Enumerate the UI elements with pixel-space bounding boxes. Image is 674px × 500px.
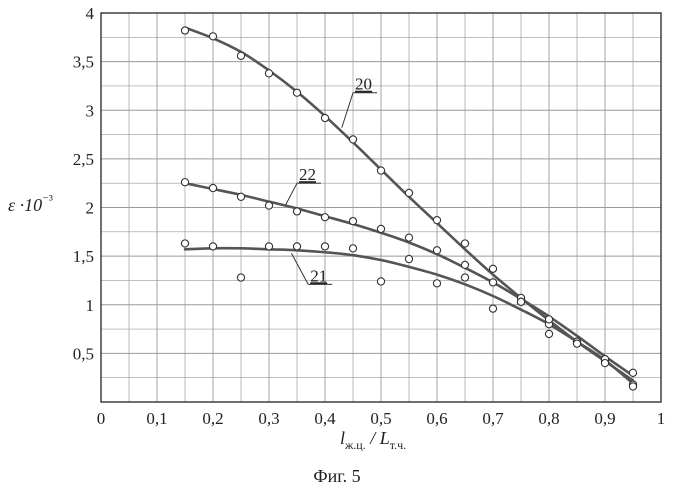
- data-point-21: [349, 245, 356, 252]
- x-tick-label: 0,9: [594, 409, 615, 428]
- data-point-21: [265, 243, 272, 250]
- x-axis-label-L-sub: т.ч.: [390, 438, 406, 452]
- x-tick-label: 0: [97, 409, 106, 428]
- data-point-22: [181, 179, 188, 186]
- data-point-21: [573, 340, 580, 347]
- y-tick-label: 3: [86, 101, 95, 120]
- data-point-22: [377, 225, 384, 232]
- data-point-22: [461, 261, 468, 268]
- data-point-21: [377, 278, 384, 285]
- data-point-20: [461, 240, 468, 247]
- y-tick-label: 1: [86, 296, 95, 315]
- x-tick-labels: 0 0,1 0,2 0,3 0,4 0,5 0,6 0,7 0,8 0,9 1: [97, 409, 666, 428]
- x-tick-label: 0,2: [202, 409, 223, 428]
- data-point-21: [629, 383, 636, 390]
- y-tick-label: 2,5: [73, 150, 94, 169]
- data-point-21: [293, 243, 300, 250]
- y-tick-labels: 0,5 1 1,5 2 2,5 3 3,5 4: [73, 4, 95, 363]
- x-axis-label: lж.ц. / Lт.ч.: [340, 428, 406, 452]
- data-point-22: [209, 184, 216, 191]
- data-point-20: [321, 114, 328, 121]
- y-tick-label: 1,5: [73, 247, 94, 266]
- y-axis-label-exponent: ⁻³: [42, 192, 53, 207]
- data-point-22: [489, 279, 496, 286]
- data-point-20: [405, 189, 412, 196]
- data-point-20: [489, 265, 496, 272]
- data-point-20: [237, 52, 244, 59]
- x-tick-label: 0,1: [146, 409, 167, 428]
- x-tick-label: 0,5: [370, 409, 391, 428]
- data-point-22: [321, 214, 328, 221]
- callout-label-21: 21: [310, 266, 327, 285]
- y-tick-label: 0,5: [73, 344, 94, 363]
- data-point-21: [321, 243, 328, 250]
- data-point-20: [209, 33, 216, 40]
- data-point-21: [237, 274, 244, 281]
- data-point-22: [349, 218, 356, 225]
- y-axis-label: ε ·10⁻³: [8, 192, 53, 215]
- data-point-20: [181, 27, 188, 34]
- data-point-20: [293, 89, 300, 96]
- x-tick-label: 1: [657, 409, 666, 428]
- figure-caption: Фиг. 5: [0, 466, 674, 487]
- data-point-20: [265, 70, 272, 77]
- y-tick-label: 3,5: [73, 53, 94, 72]
- data-point-22: [545, 316, 552, 323]
- data-point-21: [601, 360, 608, 367]
- data-point-21: [461, 274, 468, 281]
- x-tick-label: 0,3: [258, 409, 279, 428]
- data-point-21: [489, 305, 496, 312]
- data-point-20: [349, 136, 356, 143]
- data-point-21: [545, 330, 552, 337]
- data-point-22: [293, 208, 300, 215]
- data-point-21: [517, 298, 524, 305]
- x-tick-label: 0,6: [426, 409, 447, 428]
- y-tick-label: 2: [86, 199, 95, 218]
- data-point-22: [405, 234, 412, 241]
- data-point-22: [237, 193, 244, 200]
- x-tick-label: 0,8: [538, 409, 559, 428]
- callout-label-20: 20: [355, 75, 372, 94]
- data-point-20: [433, 217, 440, 224]
- y-axis-label-base: ε ·10: [8, 195, 42, 215]
- data-point-21: [209, 243, 216, 250]
- data-point-21: [433, 280, 440, 287]
- data-point-20: [377, 167, 384, 174]
- x-axis-label-slash: / L: [366, 428, 390, 448]
- callout-label-22: 22: [299, 165, 316, 184]
- y-tick-label: 4: [86, 4, 95, 23]
- data-point-21: [181, 240, 188, 247]
- x-tick-label: 0,7: [482, 409, 504, 428]
- data-point-21: [405, 255, 412, 262]
- x-axis-label-l-sub: ж.ц.: [344, 438, 366, 452]
- data-point-22: [265, 202, 272, 209]
- x-tick-label: 0,4: [314, 409, 336, 428]
- data-point-22: [629, 369, 636, 376]
- data-point-22: [433, 247, 440, 254]
